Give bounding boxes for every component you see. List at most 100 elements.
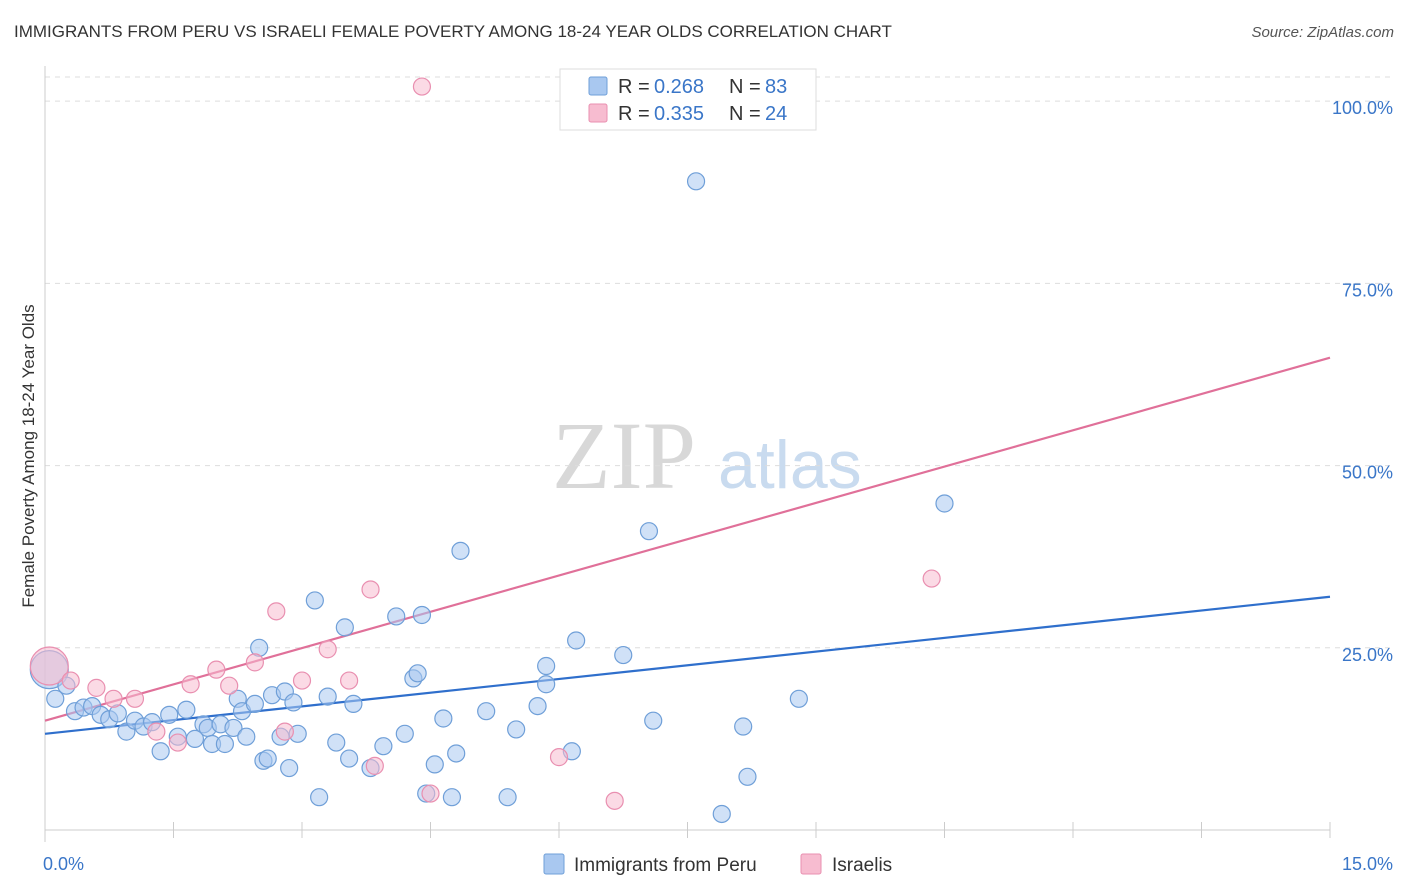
israeli-point-15 <box>340 671 359 690</box>
chart-title: IMMIGRANTS FROM PERU VS ISRAELI FEMALE P… <box>14 22 892 41</box>
israeli-point-10 <box>245 653 264 672</box>
israeli-point-21 <box>605 791 624 810</box>
grid-lines <box>45 76 1390 649</box>
axes <box>44 66 1331 842</box>
israeli-point-13 <box>292 671 312 690</box>
legend-r-value-peru: 0.268 <box>654 76 704 98</box>
peru-point-67 <box>644 711 663 730</box>
peru-point-70 <box>734 717 753 736</box>
peru-point-13 <box>151 742 170 761</box>
israeli-point-14 <box>318 640 337 659</box>
israeli-point-12 <box>275 722 294 741</box>
peru-point-35 <box>284 693 303 712</box>
watermark: ZIP atlas <box>552 402 862 509</box>
israeli-point-19 <box>421 784 440 803</box>
bottom-legend-label-israeli: Israelis <box>832 855 892 876</box>
peru-point-41 <box>335 618 354 637</box>
tick-labels: 25.0% 50.0% 75.0% 100.0% 0.0% 15.0% <box>43 98 1393 874</box>
legend-n-label-peru: N = <box>729 76 761 98</box>
peru-point-47 <box>395 724 414 743</box>
peru-point-46 <box>387 607 406 626</box>
legend-n-label-israeli: N = <box>729 103 761 125</box>
legend-n-value-israeli: 24 <box>765 103 787 125</box>
israeli-point-0 <box>29 646 69 686</box>
peru-point-58 <box>498 788 517 807</box>
y-tick-label-2: 75.0% <box>1342 280 1393 300</box>
peru-point-17 <box>185 729 205 748</box>
peru-point-69 <box>712 804 731 824</box>
peru-point-26 <box>237 727 256 746</box>
israeli-point-18 <box>412 77 432 96</box>
peru-point-43 <box>344 694 363 714</box>
peru-point-42 <box>340 749 359 768</box>
y-axis-label: Female Poverty Among 18-24 Year Olds <box>19 304 38 607</box>
watermark-zip: ZIP <box>552 402 696 509</box>
bottom-legend-swatch-peru <box>543 853 565 875</box>
israeli-point-3 <box>104 689 123 708</box>
x-tick-label-1: 15.0% <box>1342 854 1393 874</box>
peru-point-22 <box>215 734 234 754</box>
peru-point-38 <box>310 788 329 807</box>
israeli-point-16 <box>361 580 380 599</box>
peru-point-16 <box>177 700 196 719</box>
peru-point-34 <box>280 758 299 778</box>
peru-point-64 <box>567 631 586 650</box>
bottom-legend-label-peru: Immigrants from Peru <box>574 855 757 876</box>
legend-swatch-israeli <box>588 103 608 123</box>
israeli-point-22 <box>922 569 941 588</box>
bottom-legend-swatch-israeli <box>800 853 822 875</box>
y-tick-label-3: 100.0% <box>1332 98 1393 118</box>
x-tick-label-0: 0.0% <box>43 854 84 874</box>
peru-point-14 <box>160 705 179 724</box>
peru-point-39 <box>318 687 337 706</box>
israeli-point-20 <box>549 748 569 767</box>
peru-point-45 <box>374 737 393 756</box>
israeli-point-17 <box>365 756 384 775</box>
peru-point-68 <box>686 172 706 191</box>
peru-point-53 <box>434 709 453 728</box>
israeli-point-8 <box>207 660 226 679</box>
peru-point-52 <box>425 755 444 774</box>
israeli-point-5 <box>147 722 166 741</box>
legend-n-value-peru: 83 <box>765 76 787 98</box>
peru-point-27 <box>245 694 264 714</box>
y-tick-label-0: 25.0% <box>1342 645 1393 665</box>
peru-point-23 <box>224 718 243 738</box>
israeli-point-2 <box>87 678 106 697</box>
peru-point-72 <box>789 689 808 708</box>
peru-point-37 <box>305 591 324 610</box>
legend-r-value-israeli: 0.335 <box>654 103 704 125</box>
y-tick-label-1: 50.0% <box>1342 463 1393 483</box>
legend-r-label-israeli: R = <box>618 103 650 125</box>
peru-point-55 <box>447 744 466 763</box>
peru-point-56 <box>451 541 470 560</box>
peru-point-66 <box>639 522 659 541</box>
legend-swatch-peru <box>588 76 608 96</box>
peru-point-30 <box>258 749 277 768</box>
source-label: Source: ZipAtlas.com <box>1251 24 1394 41</box>
peru-point-1 <box>46 689 65 708</box>
legend-r-label-peru: R = <box>618 76 650 98</box>
peru-point-57 <box>477 702 496 721</box>
peru-point-40 <box>327 733 346 752</box>
israeli-point-7 <box>181 675 200 694</box>
peru-point-73 <box>935 494 954 513</box>
israeli-point-11 <box>267 602 286 621</box>
israeli-point-4 <box>125 689 145 708</box>
top-legend: R = 0.268 N = 83 R = 0.335 N = 24 <box>559 68 817 131</box>
peru-point-61 <box>537 656 556 676</box>
peru-point-59 <box>507 720 526 739</box>
peru-point-60 <box>528 696 547 716</box>
data-points <box>29 77 954 824</box>
israeli-point-6 <box>168 733 187 752</box>
bottom-legend: Immigrants from Peru Israelis <box>543 853 892 876</box>
israeli-point-9 <box>220 676 239 695</box>
peru-point-71 <box>738 767 757 786</box>
watermark-atlas: atlas <box>718 427 862 503</box>
peru-point-49 <box>408 664 427 683</box>
peru-point-50 <box>412 605 432 625</box>
peru-point-62 <box>537 675 556 694</box>
peru-point-54 <box>442 788 462 807</box>
peru-point-65 <box>614 645 633 665</box>
